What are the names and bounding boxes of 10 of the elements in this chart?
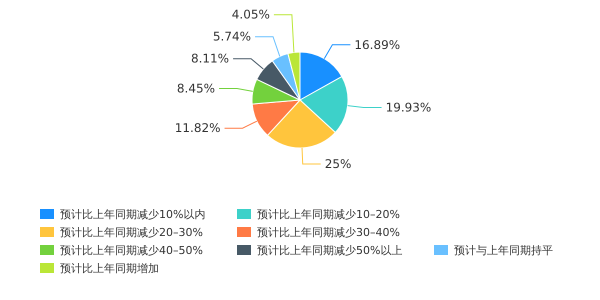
data-label: 5.74%: [212, 30, 252, 44]
legend-label: 预计比上年同期增加: [60, 262, 159, 275]
data-label: 8.11%: [190, 52, 230, 66]
data-label: 4.05%: [232, 8, 270, 22]
legend-label: 预计与上年同期持平: [454, 244, 553, 257]
data-label: 19.93%: [386, 100, 432, 114]
data-label: 25%: [324, 156, 352, 171]
data-label: 11.82%: [174, 121, 221, 136]
data-label: 16.89%: [354, 38, 400, 52]
data-label: 8.45%: [176, 82, 216, 96]
